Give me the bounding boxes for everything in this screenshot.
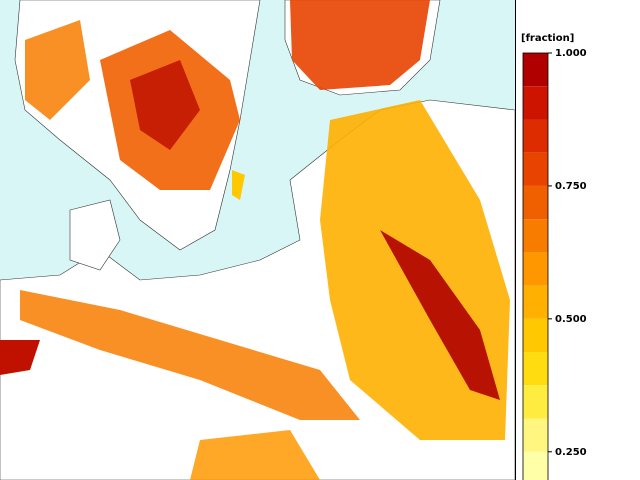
field-south bbox=[190, 430, 320, 480]
field-gotland bbox=[232, 170, 245, 200]
colorbar-level bbox=[523, 53, 548, 87]
field-norway bbox=[25, 20, 90, 120]
colorbar-level bbox=[523, 185, 548, 220]
colorbar-level bbox=[523, 285, 548, 319]
field-finland bbox=[290, 0, 430, 90]
denmark bbox=[69, 199, 121, 271]
colorbar: 1.000 0.750 0.500 0.250 bbox=[522, 48, 587, 480]
colorbar-label: [fraction] bbox=[521, 33, 574, 44]
colorbar-tick-label: 0.750 bbox=[555, 181, 587, 192]
field-sweden-core bbox=[130, 60, 200, 150]
colorbar-tick-label: 1.000 bbox=[555, 48, 587, 59]
map bbox=[0, 0, 515, 480]
colorbar-level bbox=[523, 385, 548, 419]
colorbar-level bbox=[523, 219, 548, 253]
field-central-band bbox=[20, 290, 360, 420]
colorbar-level bbox=[523, 152, 548, 186]
field-west bbox=[0, 340, 40, 375]
colorbar-level bbox=[523, 119, 548, 153]
colorbar-level bbox=[523, 252, 548, 286]
colorbar-level bbox=[523, 352, 548, 386]
colorbar-level bbox=[523, 418, 548, 452]
colorbar-tick-label: 0.500 bbox=[555, 314, 587, 325]
colorbar-level bbox=[523, 86, 548, 120]
colorbar-level bbox=[523, 451, 548, 480]
colorbar-level bbox=[523, 318, 548, 353]
colorbar-tick-label: 0.250 bbox=[555, 447, 587, 458]
colorbar-frame bbox=[522, 52, 549, 480]
field-east-core bbox=[380, 230, 500, 400]
